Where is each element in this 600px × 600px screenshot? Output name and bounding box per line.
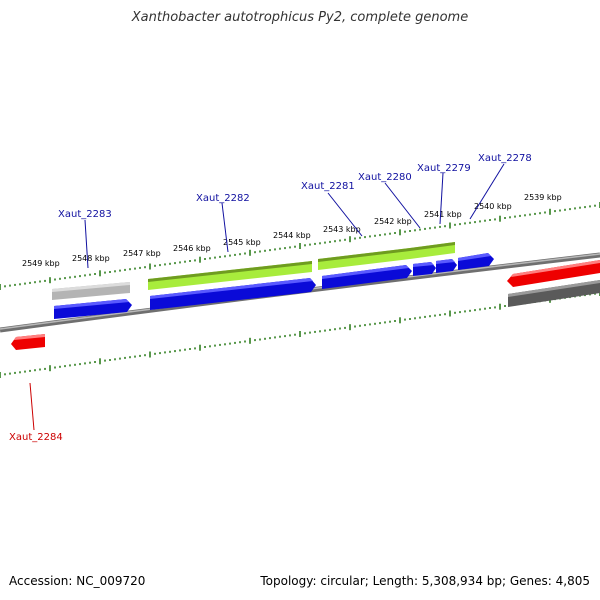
- tick-label: 2539 kbp: [524, 193, 562, 202]
- connector-xaut-2282: [221, 202, 229, 253]
- cds-arrow-xaut-2283[interactable]: [54, 299, 132, 319]
- cds-arrow-xaut-2281-shine: [322, 265, 409, 279]
- tick-row-upper: [0, 202, 600, 290]
- tick-label: 2542 kbp: [374, 217, 412, 226]
- cds-arrow-xaut-2278-shine: [458, 253, 491, 261]
- tick-label: 2549 kbp: [22, 259, 60, 268]
- cds-arrow-xaut-2280-shine: [413, 262, 434, 267]
- map-title: Xanthobacter autotrophicus Py2, complete…: [131, 10, 469, 25]
- cds-arrow-xaut-2282-shine: [150, 278, 313, 299]
- connector-xaut-2278: [469, 163, 505, 220]
- gene-features: [52, 242, 600, 307]
- connector-xaut-2281: [327, 192, 363, 237]
- gene-label[interactable]: Xaut_2278: [478, 153, 532, 164]
- tick-label: 2548 kbp: [72, 254, 110, 263]
- gene-labels: Xaut_2283 Xaut_2282 Xaut_2281 Xaut_2280 …: [9, 153, 532, 443]
- tick-labels: 2549 kbp 2548 kbp 2547 kbp 2546 kbp 2545…: [22, 193, 562, 268]
- accession-text: Accession: NC_009720: [9, 574, 146, 588]
- gene-label[interactable]: Xaut_2284: [9, 432, 63, 443]
- tick-label: 2546 kbp: [173, 244, 211, 253]
- gene-bar-xaut-2279-top: [410, 242, 455, 251]
- cds-arrow-reverse-right-shine: [511, 260, 600, 277]
- tick-label: 2547 kbp: [123, 249, 161, 258]
- cds-arrow-xaut-2281[interactable]: [322, 265, 412, 289]
- gene-label[interactable]: Xaut_2280: [358, 172, 412, 183]
- cds-forward: [54, 253, 494, 319]
- tick-label: 2543 kbp: [323, 225, 361, 234]
- tick-label: 2545 kbp: [223, 238, 261, 247]
- pseudo-gene-bar-top: [52, 282, 130, 292]
- cds-arrow-xaut-2282[interactable]: [150, 278, 316, 310]
- connector-xaut-2280: [384, 182, 421, 229]
- connector-xaut-2279: [439, 172, 444, 225]
- cds-arrow-xaut-2284-shine: [14, 334, 45, 340]
- gene-label[interactable]: Xaut_2283: [58, 209, 112, 220]
- tick-label: 2544 kbp: [273, 231, 311, 240]
- connector-xaut-2283: [84, 219, 89, 269]
- gene-bar-xaut-2281-top: [318, 248, 410, 262]
- tick-label: 2541 kbp: [424, 210, 462, 219]
- gene-bar-reverse[interactable]: [508, 280, 600, 307]
- gene-label[interactable]: Xaut_2281: [301, 181, 355, 192]
- connector-xaut-2284: [29, 382, 35, 431]
- cds-arrow-reverse-right[interactable]: [507, 260, 600, 287]
- gene-bar-xaut-2282-top: [148, 261, 312, 282]
- cds-arrow-xaut-2283-shine: [54, 299, 129, 309]
- cds-arrow-xaut-2279-shine: [436, 259, 455, 264]
- cds-reverse: [11, 260, 600, 350]
- label-connectors: [29, 163, 505, 431]
- topology-text: Topology: circular; Length: 5,308,934 bp…: [260, 574, 590, 588]
- gene-label[interactable]: Xaut_2279: [417, 163, 471, 174]
- gene-label[interactable]: Xaut_2282: [196, 193, 250, 204]
- gene-bar-reverse-top: [508, 280, 600, 297]
- tick-label: 2540 kbp: [474, 202, 512, 211]
